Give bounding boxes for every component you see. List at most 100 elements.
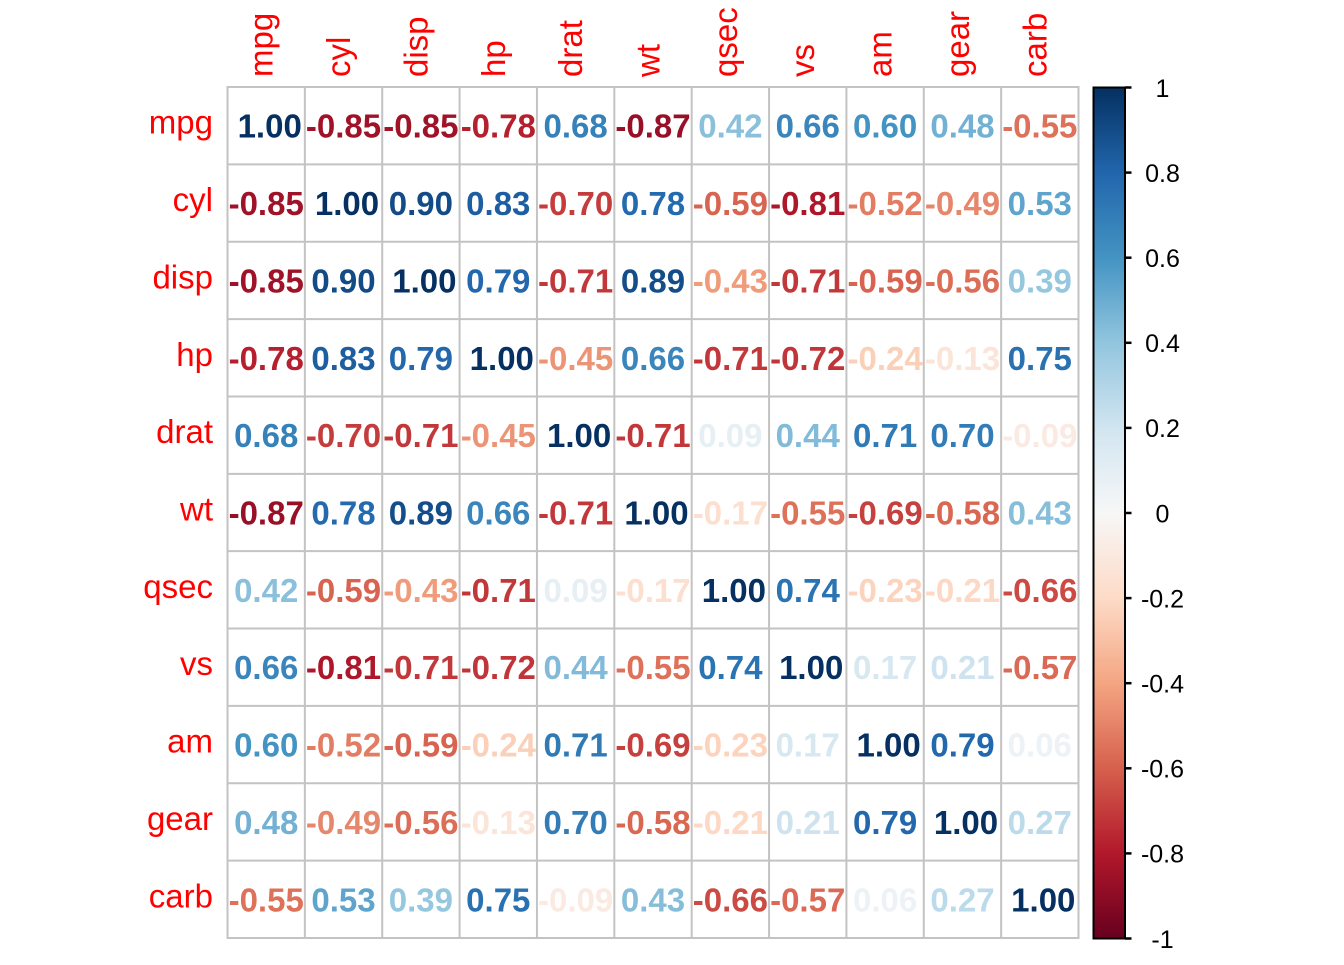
svg-text:-0.55: -0.55	[615, 649, 690, 686]
svg-text:-0.56: -0.56	[925, 262, 1000, 299]
svg-text:0.2: 0.2	[1145, 415, 1180, 443]
svg-text:0.8: 0.8	[1145, 160, 1180, 188]
svg-text:0.27: 0.27	[930, 881, 994, 918]
svg-text:am: am	[167, 723, 213, 760]
svg-text:-0.78: -0.78	[461, 108, 536, 145]
svg-text:0.17: 0.17	[776, 727, 840, 764]
svg-text:-0.17: -0.17	[693, 495, 768, 532]
svg-text:qsec: qsec	[707, 7, 744, 77]
svg-text:drat: drat	[156, 413, 213, 450]
svg-text:0.79: 0.79	[466, 262, 530, 299]
svg-text:-0.56: -0.56	[383, 804, 458, 841]
svg-text:-0.72: -0.72	[461, 649, 536, 686]
svg-text:-0.45: -0.45	[538, 340, 613, 377]
svg-text:-0.13: -0.13	[461, 804, 536, 841]
svg-text:-0.59: -0.59	[693, 185, 768, 222]
svg-text:0.21: 0.21	[930, 649, 994, 686]
svg-text:-0.71: -0.71	[461, 572, 536, 609]
svg-text:-0.87: -0.87	[615, 108, 690, 145]
svg-text:0: 0	[1156, 500, 1170, 528]
svg-text:0.68: 0.68	[543, 108, 607, 145]
svg-text:0.66: 0.66	[621, 340, 685, 377]
svg-text:0.71: 0.71	[543, 727, 607, 764]
svg-text:-0.55: -0.55	[229, 881, 304, 918]
svg-text:-0.8: -0.8	[1141, 841, 1184, 869]
svg-text:0.44: 0.44	[776, 417, 841, 454]
svg-text:-0.23: -0.23	[847, 572, 922, 609]
svg-text:mpg: mpg	[243, 13, 280, 77]
svg-text:0.78: 0.78	[311, 495, 375, 532]
svg-text:hp: hp	[475, 40, 512, 77]
svg-text:-1: -1	[1151, 926, 1173, 954]
svg-text:0.70: 0.70	[543, 804, 607, 841]
svg-text:0.89: 0.89	[621, 262, 685, 299]
svg-text:-0.17: -0.17	[615, 572, 690, 609]
svg-text:1.00: 1.00	[470, 340, 534, 377]
svg-text:-0.59: -0.59	[383, 727, 458, 764]
svg-text:mpg: mpg	[149, 104, 213, 141]
svg-text:-0.87: -0.87	[229, 495, 304, 532]
svg-text:1.00: 1.00	[856, 727, 920, 764]
svg-text:0.06: 0.06	[1008, 727, 1072, 764]
svg-text:-0.69: -0.69	[847, 495, 922, 532]
svg-text:-0.43: -0.43	[383, 572, 458, 609]
svg-text:-0.21: -0.21	[925, 572, 1000, 609]
svg-text:1.00: 1.00	[315, 185, 379, 222]
svg-text:0.89: 0.89	[389, 495, 453, 532]
svg-text:0.48: 0.48	[930, 108, 994, 145]
svg-text:am: am	[862, 31, 899, 77]
svg-text:0.06: 0.06	[853, 881, 917, 918]
svg-text:cyl: cyl	[320, 37, 357, 77]
svg-text:-0.69: -0.69	[615, 727, 690, 764]
svg-text:-0.71: -0.71	[538, 495, 613, 532]
svg-text:0.60: 0.60	[234, 727, 298, 764]
svg-text:0.09: 0.09	[543, 572, 607, 609]
svg-text:0.71: 0.71	[853, 417, 917, 454]
svg-text:0.90: 0.90	[389, 185, 453, 222]
svg-text:1.00: 1.00	[702, 572, 766, 609]
svg-text:0.66: 0.66	[234, 649, 298, 686]
svg-text:-0.81: -0.81	[770, 185, 845, 222]
svg-text:1.00: 1.00	[934, 804, 998, 841]
svg-text:-0.13: -0.13	[925, 340, 1000, 377]
svg-text:-0.70: -0.70	[538, 185, 613, 222]
svg-text:disp: disp	[397, 16, 434, 77]
svg-text:1.00: 1.00	[238, 108, 302, 145]
svg-text:-0.85: -0.85	[306, 108, 381, 145]
svg-text:wt: wt	[630, 44, 667, 78]
svg-text:0.43: 0.43	[1008, 495, 1072, 532]
svg-text:-0.43: -0.43	[693, 262, 768, 299]
svg-text:-0.24: -0.24	[847, 340, 923, 377]
svg-text:1.00: 1.00	[392, 262, 456, 299]
svg-text:0.39: 0.39	[389, 881, 453, 918]
svg-text:0.66: 0.66	[466, 495, 530, 532]
svg-text:0.27: 0.27	[1008, 804, 1072, 841]
svg-text:-0.4: -0.4	[1141, 671, 1184, 699]
svg-text:0.75: 0.75	[466, 881, 530, 918]
svg-text:-0.09: -0.09	[538, 881, 613, 918]
svg-text:0.74: 0.74	[776, 572, 841, 609]
svg-text:-0.49: -0.49	[306, 804, 381, 841]
svg-text:qsec: qsec	[143, 568, 213, 605]
svg-text:0.68: 0.68	[234, 417, 298, 454]
svg-text:-0.58: -0.58	[925, 495, 1000, 532]
svg-text:-0.70: -0.70	[306, 417, 381, 454]
svg-text:disp: disp	[152, 258, 213, 295]
svg-text:0.79: 0.79	[853, 804, 917, 841]
svg-text:-0.59: -0.59	[847, 262, 922, 299]
svg-text:0.17: 0.17	[853, 649, 917, 686]
svg-text:-0.24: -0.24	[461, 727, 537, 764]
svg-text:vs: vs	[180, 645, 213, 682]
svg-text:0.21: 0.21	[776, 804, 840, 841]
svg-text:0.74: 0.74	[698, 649, 763, 686]
svg-text:-0.23: -0.23	[693, 727, 768, 764]
svg-text:-0.85: -0.85	[229, 262, 304, 299]
svg-text:-0.58: -0.58	[615, 804, 690, 841]
svg-text:-0.55: -0.55	[770, 495, 845, 532]
svg-text:0.79: 0.79	[389, 340, 453, 377]
svg-text:-0.52: -0.52	[847, 185, 922, 222]
svg-text:0.39: 0.39	[1008, 262, 1072, 299]
svg-text:-0.85: -0.85	[229, 185, 304, 222]
svg-text:0.43: 0.43	[621, 881, 685, 918]
svg-text:0.53: 0.53	[1008, 185, 1072, 222]
